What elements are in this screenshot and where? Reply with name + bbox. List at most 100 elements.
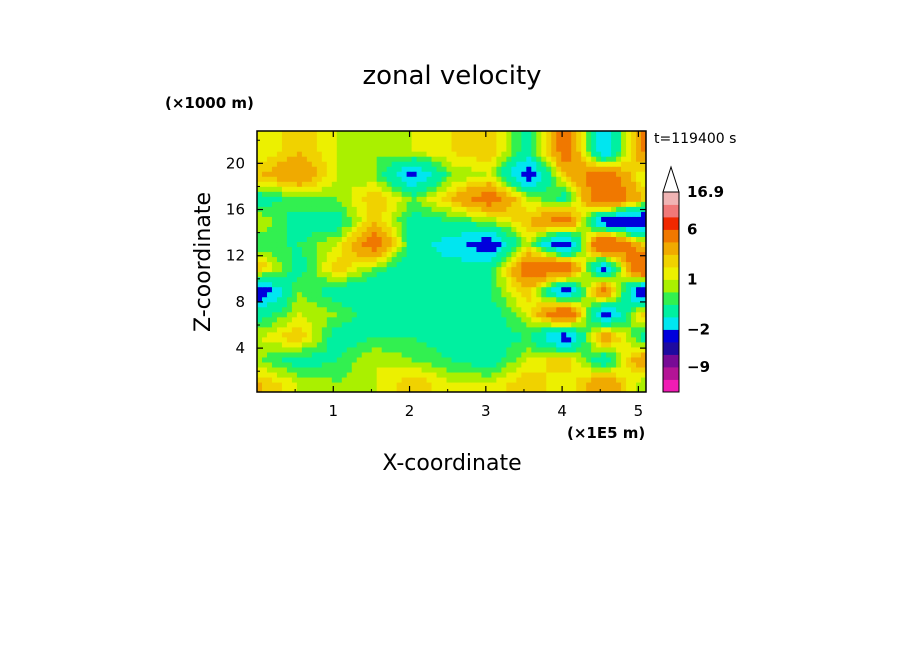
contour-cell [426,191,433,197]
contour-cell [276,286,283,293]
contour-cell [356,246,363,253]
contour-cell [257,291,263,298]
contour-cell [576,311,582,318]
contour-cell [396,376,403,383]
contour-cell [436,371,443,378]
contour-cell [611,301,617,308]
contour-cell [536,386,542,392]
contour-cell [596,216,602,222]
contour-cell [436,311,443,318]
contour-cell [346,346,353,353]
contour-cell [526,191,532,197]
contour-cell [571,361,577,368]
contour-cell [286,141,293,147]
contour-cell [261,331,268,338]
contour-cell [481,266,488,273]
contour-cell [501,156,507,162]
contour-cell [636,241,642,248]
contour-cell [461,231,468,237]
contour-cell [541,186,547,192]
contour-cell [546,276,552,283]
contour-cell [391,136,398,142]
contour-cell [491,271,497,278]
contour-cell [331,281,338,288]
contour-cell [606,196,612,202]
contour-cell [506,286,512,293]
contour-cell [526,181,532,187]
contour-cell [371,171,378,177]
contour-cell [396,226,403,232]
contour-cell [486,156,492,162]
colorbar-label: 16.9 [687,183,724,201]
contour-cell [631,266,637,273]
contour-cell [266,271,273,278]
contour-cell [501,191,507,197]
contour-cell [496,321,502,328]
contour-cell [506,226,512,232]
colorbar-band [663,204,679,218]
contour-cell [456,311,463,318]
contour-cell [566,381,572,388]
contour-cell [261,296,268,303]
contour-cell [451,326,458,333]
contour-cell [516,286,522,293]
contour-cell [261,216,268,222]
contour-cell [551,271,557,278]
contour-cell [286,361,293,368]
contour-cell [476,171,483,177]
contour-cell [326,351,333,358]
contour-cell [506,131,512,137]
contour-cell [406,226,413,232]
contour-cell [536,356,542,363]
contour-cell [351,261,358,268]
contour-cell [271,346,278,353]
contour-cell [591,341,597,348]
contour-cell [296,361,303,368]
contour-cell [456,256,463,263]
contour-cell [386,256,393,263]
contour-cell [406,186,413,192]
contour-cell [451,176,458,182]
contour-cell [471,356,478,363]
contour-cell [351,291,358,298]
contour-cell [496,241,502,248]
contour-cell [506,221,512,227]
contour-cell [541,351,547,358]
contour-cell [366,131,373,137]
contour-cell [641,136,646,142]
contour-cell [596,331,602,338]
contour-cell [391,256,398,263]
contour-cell [576,301,582,308]
contour-cell [511,131,517,137]
contour-cell [526,296,532,303]
contour-cell [476,346,483,353]
contour-cell [616,211,622,217]
contour-cell [571,366,577,373]
contour-cell [521,276,527,283]
contour-cell [541,246,547,253]
contour-cell [471,216,478,222]
contour-cell [551,381,557,388]
contour-cell [321,196,328,202]
contour-cell [631,316,637,323]
contour-cell [631,136,637,142]
contour-cell [626,261,632,268]
contour-cell [406,361,413,368]
contour-cell [286,196,293,202]
contour-cell [591,136,597,142]
contour-cell [371,301,378,308]
contour-cell [336,291,343,298]
contour-cell [336,156,343,162]
contour-cell [456,286,463,293]
contour-cell [596,156,602,162]
contour-cell [396,241,403,248]
contour-cell [486,361,492,368]
contour-cell [401,386,408,392]
contour-cell [451,256,458,263]
contour-cell [616,331,622,338]
contour-cell [486,321,492,328]
contour-cell [311,136,318,142]
contour-cell [466,131,473,137]
contour-cell [536,381,542,388]
contour-cell [296,286,303,293]
